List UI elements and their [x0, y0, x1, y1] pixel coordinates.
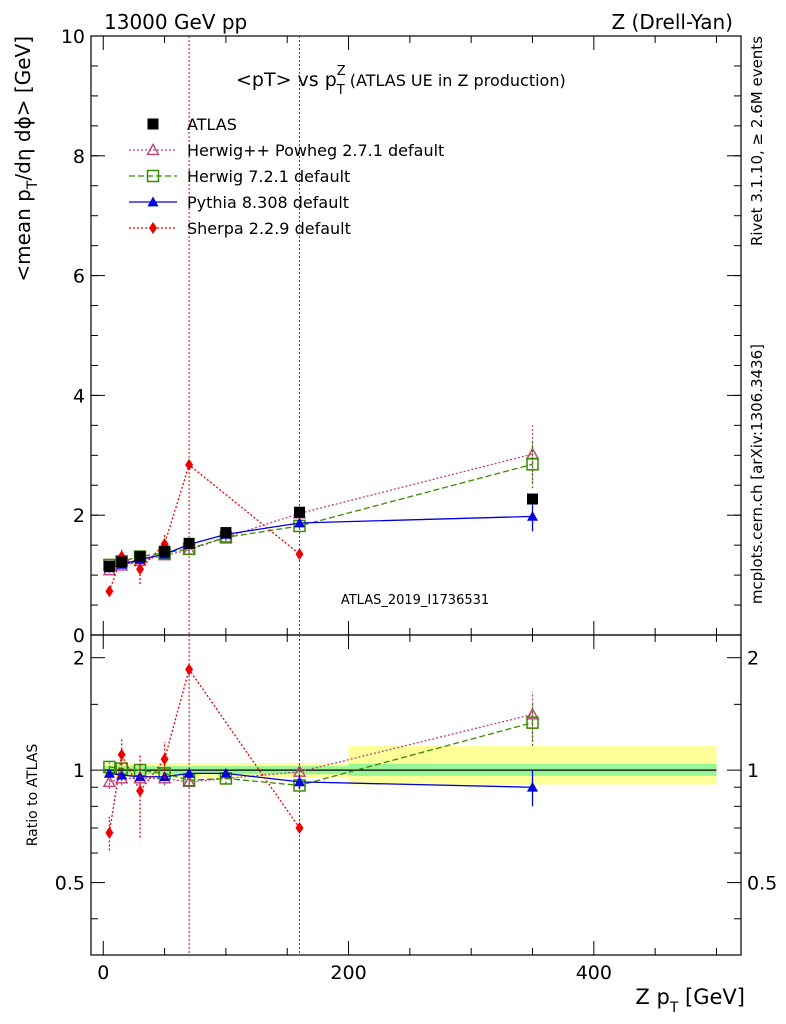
main-sherpa-point [105, 585, 114, 598]
main-ytick-label: 4 [73, 385, 85, 407]
ratio-sherpa-point [185, 663, 194, 676]
ratio-sherpa-point [105, 826, 114, 839]
mcplots-label: mcplots.cern.ch [arXiv:1306.3436] [748, 344, 766, 604]
main-panel: 0 2 4 6 8 10 <pT> vs pZ T (ATLAS UE in Z produc… [11, 26, 742, 647]
legend-label: Herwig++ Powheg 2.7.1 default [187, 141, 444, 160]
series-atlas [103, 493, 539, 572]
main-atlas-point [220, 527, 232, 539]
legend: ATLAS Herwig++ Powheg 2.7.1 default Herwig… [129, 115, 444, 238]
ratio-sherpa-point [117, 748, 126, 761]
main-sherpa-point [136, 563, 145, 576]
main-pythia-point [293, 517, 305, 528]
main-sherpa-point [185, 458, 194, 471]
ratio-ytick-label: 1 [73, 760, 85, 782]
main-sherpa-point [295, 548, 304, 561]
ratio-panel: 0.5 0.5 1 1 2 2 0 200 400 Ratio to ATLAS Z pT [GeV… [25, 634, 777, 1016]
main-ytick-label: 2 [73, 505, 85, 527]
ratio-pythia-point [220, 767, 232, 778]
ratio-herwigpp-point [102, 774, 117, 788]
ratio-series-sherpa [105, 663, 304, 851]
main-atlas-point [116, 556, 128, 568]
main-sherpa-line [108, 463, 300, 592]
ratio-ytick-label-right: 1 [747, 760, 759, 782]
main-pythia-point [527, 510, 539, 521]
ratio-pythia-point [159, 771, 171, 782]
legend-marker [147, 196, 159, 207]
ratio-sherpa-point [160, 753, 169, 766]
series-pythia [103, 501, 539, 573]
main-pythia-line [109, 515, 533, 569]
legend-label: Pythia 8.308 default [187, 193, 349, 212]
ratio-ylabel: Ratio to ATLAS [25, 744, 41, 847]
ratio-herwig7-line [109, 722, 533, 787]
ratio-herwigpp-point [525, 707, 540, 720]
legend-marker [146, 169, 160, 183]
main-atlas-point [159, 545, 171, 557]
ratio-xtick-label: 200 [330, 962, 366, 984]
ratio-herwig7-point [526, 716, 539, 729]
legend-label: ATLAS [187, 115, 237, 134]
ratio-pythia-point [103, 767, 115, 778]
ratio-xtick-label: 400 [576, 962, 612, 984]
main-title: <pT> vs pZ T (ATLAS UE in Z production) [236, 64, 566, 98]
ratio-ytick-label: 0.5 [55, 873, 85, 895]
header-left: 13000 GeV pp [104, 10, 247, 34]
x-axis-label: Z pT [GeV] [635, 985, 745, 1016]
ratio-pythia-point [116, 769, 128, 780]
ratio-frame [90, 634, 742, 956]
main-ytick-label: 6 [73, 266, 85, 288]
watermark: ATLAS_2019_I1736531 [341, 593, 489, 608]
ratio-sherpa-line [108, 667, 301, 833]
main-ylabel: <mean pT/dη dϕ> [GeV] [11, 36, 41, 282]
legend-marker [149, 222, 157, 234]
main-atlas-point [527, 493, 539, 505]
ratio-sherpa-point [136, 784, 145, 797]
main-herwigpp-line [109, 453, 533, 571]
ratio-pythia-point [293, 776, 305, 787]
legend-marker [146, 143, 160, 156]
ratio-ytick-label-right: 0.5 [747, 873, 777, 895]
ratio-pythia-point [183, 767, 195, 778]
main-atlas-point [134, 551, 146, 563]
main-ytick-label: 0 [73, 625, 85, 647]
main-atlas-point [293, 506, 305, 518]
ratio-ytick-label-right: 2 [747, 648, 759, 670]
header-right: Z (Drell-Yan) [611, 10, 733, 34]
ratio-ytick-label: 2 [73, 648, 85, 670]
main-herwig7-line [109, 463, 533, 566]
ratio-sherpa-point [295, 822, 304, 835]
main-herwig7-point [526, 458, 539, 471]
main-atlas-point [183, 537, 195, 549]
legend-marker [147, 118, 159, 130]
main-ytick-label: 8 [73, 146, 85, 168]
legend-label: Herwig 7.2.1 default [187, 167, 350, 186]
main-atlas-point [103, 560, 115, 572]
legend-label: Sherpa 2.2.9 default [187, 219, 351, 238]
ratio-xtick-label: 0 [97, 962, 109, 984]
ratio-pythia-point [527, 781, 539, 792]
series-sherpa [105, 458, 304, 598]
main-ytick-label: 10 [61, 26, 85, 48]
rivet-label: Rivet 3.1.10, ≥ 2.6M events [748, 36, 766, 246]
